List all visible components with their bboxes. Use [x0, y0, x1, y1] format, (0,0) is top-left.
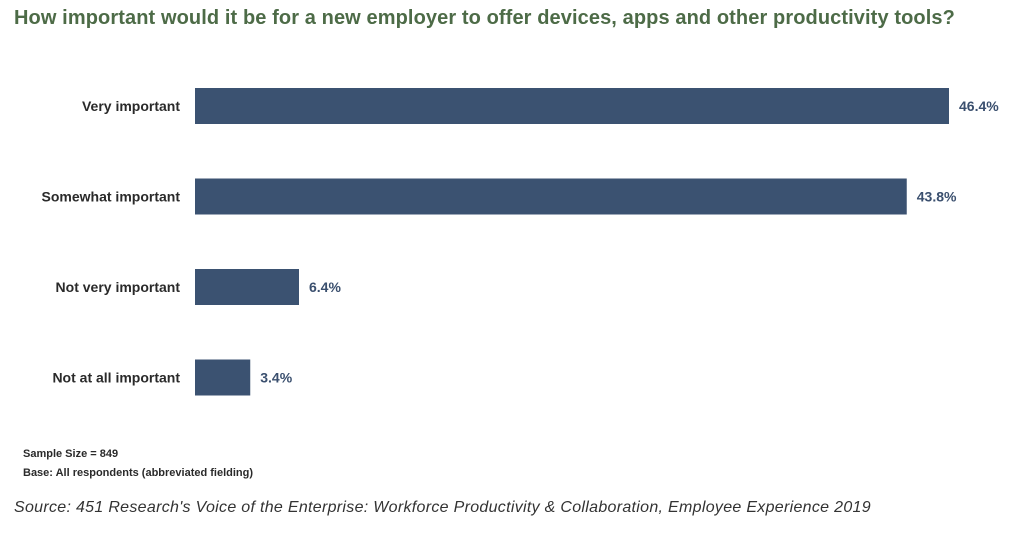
source-citation: Source: 451 Research's Voice of the Ente… — [14, 499, 871, 516]
bar-chart: Very important 46.4% Somewhat important 43.… — [42, 88, 999, 396]
category-label: Somewhat important — [42, 189, 181, 205]
category-label: Not very important — [56, 279, 181, 295]
data-label: 43.8% — [917, 189, 957, 205]
bar — [195, 269, 299, 305]
category-label: Very important — [82, 98, 180, 114]
bar — [195, 88, 949, 124]
bar — [195, 178, 907, 215]
chart-title: How important would it be for a new empl… — [14, 7, 955, 29]
base-note: Base: All respondents (abbreviated field… — [23, 467, 254, 479]
data-label: 3.4% — [260, 370, 292, 386]
sample-size-note: Sample Size = 849 — [23, 448, 119, 460]
data-label: 46.4% — [959, 98, 999, 114]
data-label: 6.4% — [309, 279, 341, 295]
bar — [195, 359, 251, 396]
category-label: Not at all important — [52, 370, 180, 386]
